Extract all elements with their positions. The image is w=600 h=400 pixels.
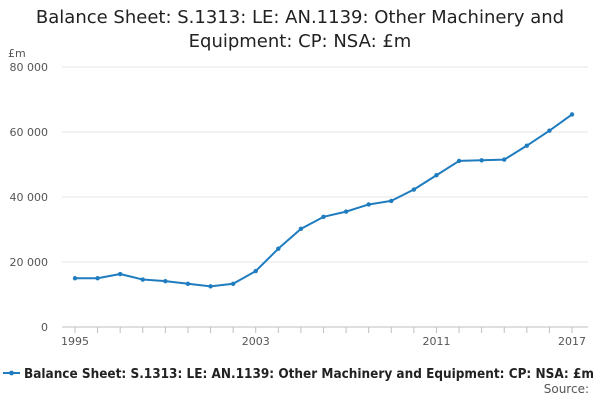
series-line <box>75 113 573 288</box>
series-layer <box>72 112 575 289</box>
data-point[interactable] <box>343 209 349 214</box>
data-point[interactable] <box>140 277 145 282</box>
x-tick-label: 2017 <box>558 335 586 348</box>
data-point[interactable] <box>163 278 168 284</box>
chart-title-line-1: Balance Sheet: S.1313: LE: AN.1139: Othe… <box>35 7 565 28</box>
x-tick-label: 2011 <box>422 335 450 348</box>
x-tick-label: 1995 <box>61 335 89 348</box>
gridlines <box>62 66 588 263</box>
data-point[interactable] <box>276 246 281 251</box>
data-point[interactable] <box>434 173 439 178</box>
data-point[interactable] <box>479 158 484 163</box>
legend-label: Balance Sheet: S.1313: LE: AN.1139: Othe… <box>24 367 594 382</box>
data-point[interactable] <box>547 128 552 133</box>
x-axis: 1995 2003 2011 2017 <box>61 326 588 348</box>
y-tick-label: 60 000 <box>10 126 49 139</box>
y-tick-label: 20 000 <box>10 256 49 269</box>
data-point[interactable] <box>185 281 191 286</box>
data-point[interactable] <box>524 143 530 148</box>
data-point[interactable] <box>95 276 100 281</box>
y-tick-label: 0 <box>41 321 48 334</box>
x-tick-label: 2003 <box>242 335 270 348</box>
y-axis-ticks: 0 20 000 40 000 60 000 80 000 <box>10 61 49 334</box>
legend[interactable]: Balance Sheet: S.1313: LE: AN.1139: Othe… <box>3 367 594 382</box>
source-label: Source: <box>544 382 589 396</box>
y-tick-label: 40 000 <box>10 191 49 204</box>
data-point[interactable] <box>253 268 258 274</box>
data-point[interactable] <box>72 276 78 281</box>
data-point[interactable] <box>366 202 371 207</box>
legend-swatch-marker <box>9 370 14 376</box>
data-point[interactable] <box>208 284 213 289</box>
data-point[interactable] <box>411 187 417 192</box>
data-point[interactable] <box>456 158 462 164</box>
data-point[interactable] <box>321 214 326 220</box>
data-point[interactable] <box>569 112 575 117</box>
data-point[interactable] <box>502 157 507 162</box>
data-point[interactable] <box>298 226 304 232</box>
y-tick-label: 80 000 <box>10 61 49 74</box>
chart-title: Balance Sheet: S.1313: LE: AN.1139: Othe… <box>0 6 600 54</box>
data-point[interactable] <box>230 281 236 286</box>
chart-title-line-2: Equipment: CP: NSA: £m <box>188 31 412 52</box>
data-point[interactable] <box>389 198 394 204</box>
y-axis-unit-label: £m <box>8 47 26 60</box>
data-point[interactable] <box>117 271 123 277</box>
